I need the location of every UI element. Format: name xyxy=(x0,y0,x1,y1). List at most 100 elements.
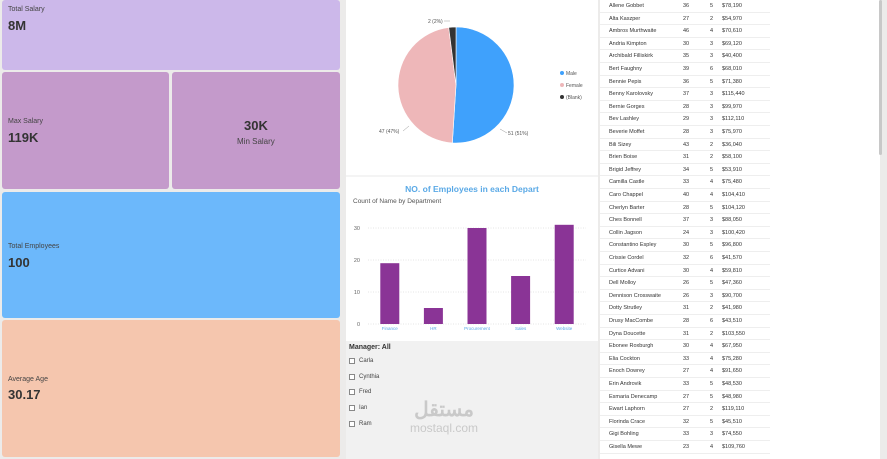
table-row[interactable]: Esmaria Denecamp 27 5 $48,980 xyxy=(600,391,770,404)
table-row[interactable]: Ambros Murthwaite 46 4 $70,610 xyxy=(600,25,770,38)
cell-salary: $54,970 xyxy=(722,15,742,22)
table-row[interactable]: Drusy MacCombe 28 6 $43,510 xyxy=(600,315,770,328)
table-row[interactable]: Constantino Espley 30 5 $96,800 xyxy=(600,239,770,252)
cell-salary: $41,570 xyxy=(722,255,742,261)
table-row[interactable]: Archibald Filliskirk 35 3 $40,400 xyxy=(600,50,770,63)
cell-rating: 6 xyxy=(710,255,714,261)
checkbox-icon[interactable] xyxy=(349,421,355,427)
min-salary-card[interactable]: 30K Min Salary xyxy=(172,72,340,189)
table-row[interactable]: Dennison Crosswaite 26 3 $90,700 xyxy=(600,290,770,303)
table-row[interactable]: Bili Sizey 43 2 $36,040 xyxy=(600,139,770,152)
slicer-item-carla[interactable]: Carla xyxy=(349,355,373,367)
slicer-item-cynthia[interactable]: Cynthia xyxy=(349,371,379,383)
checkbox-icon[interactable] xyxy=(349,358,355,364)
cell-salary: $100,420 xyxy=(722,229,745,236)
table-row[interactable]: Allene Gobbet 36 5 $78,190 xyxy=(600,0,770,13)
table-row[interactable]: Bernie Gorges 28 3 $99,970 xyxy=(600,101,770,114)
cell-rating: 3 xyxy=(710,91,714,98)
cell-rating: 4 xyxy=(710,444,714,450)
table-row[interactable]: Brien Boise 31 2 $58,100 xyxy=(600,151,770,164)
department-bar-panel[interactable]: NO. of Employees in each Depart Count of… xyxy=(346,177,598,341)
total-employees-value: 100 xyxy=(8,255,30,270)
bar-website[interactable] xyxy=(554,224,574,324)
department-bar-chart[interactable]: NO. of Employees in each Depart Count of… xyxy=(346,177,598,341)
table-row[interactable]: Elia Cockton 33 4 $75,280 xyxy=(600,353,770,366)
cell-salary: $88,050 xyxy=(722,217,742,224)
cell-salary: $119,110 xyxy=(722,406,745,413)
table-row[interactable]: Bennie Pepis 36 5 $71,380 xyxy=(600,76,770,89)
slicer-title: Manager: All xyxy=(349,344,391,351)
pie-slice-blank[interactable] xyxy=(448,26,457,86)
slicer-item-label: Carla xyxy=(359,358,374,364)
table-scrollbar[interactable] xyxy=(879,0,882,155)
table-row[interactable]: Cherlyn Barter 28 5 $104,120 xyxy=(600,202,770,215)
cell-salary: $115,440 xyxy=(722,91,745,98)
table-row[interactable]: Caro Chappel 40 4 $104,410 xyxy=(600,189,770,202)
legend-male-swatch xyxy=(560,71,564,75)
pie-slice-male[interactable] xyxy=(452,26,515,144)
checkbox-icon[interactable] xyxy=(349,374,355,380)
cell-name: Drusy MacCombe xyxy=(609,318,654,324)
table-row[interactable]: Crissie Cordel 32 6 $41,570 xyxy=(600,252,770,265)
manager-slicer[interactable]: Manager: All Carla Cynthia Fred Ian Ram xyxy=(346,341,598,459)
cell-rating: 3 xyxy=(710,217,714,224)
watermark-arabic: مستقل xyxy=(414,399,474,421)
table-row[interactable]: Bev Lashley 29 3 $112,110 xyxy=(600,113,770,126)
table-row[interactable]: Ches Bonnell 37 3 $88,050 xyxy=(600,214,770,227)
table-row[interactable]: Benny Karolovsky 37 3 $115,440 xyxy=(600,88,770,101)
cell-salary: $99,970 xyxy=(722,103,742,110)
cell-age: 35 xyxy=(683,53,690,60)
table-row[interactable]: Alta Kaszper 27 2 $54,970 xyxy=(600,13,770,26)
cell-age: 33 xyxy=(683,431,690,438)
legend-female-label: Female xyxy=(566,83,583,89)
table-row[interactable]: Gigi Bohling 33 3 $74,550 xyxy=(600,428,770,441)
cell-age: 40 xyxy=(683,192,690,198)
pie-slice-female[interactable] xyxy=(397,27,457,144)
bar-procurement[interactable] xyxy=(467,228,487,324)
bar-hr[interactable] xyxy=(423,308,443,324)
table-row[interactable]: Brigid Jeffrey 34 5 $53,910 xyxy=(600,164,770,177)
total-salary-card[interactable]: Total Salary 8M xyxy=(2,0,340,70)
slicer-item-ian[interactable]: Ian xyxy=(349,402,367,414)
table-row[interactable]: Florinda Crace 32 5 $45,510 xyxy=(600,416,770,429)
slicer-item-fred[interactable]: Fred xyxy=(349,386,371,398)
cell-salary: $104,410 xyxy=(722,192,745,198)
bar-sales[interactable] xyxy=(511,276,531,324)
total-employees-card[interactable]: Total Employees 100 xyxy=(2,192,340,318)
table-row[interactable]: Andria Kimpton 30 3 $69,120 xyxy=(600,38,770,51)
cell-name: Erin Androvik xyxy=(609,381,642,387)
table-row[interactable]: Camilla Castle 33 4 $75,480 xyxy=(600,176,770,189)
table-row[interactable]: Erin Androvik 33 5 $48,530 xyxy=(600,378,770,391)
cell-rating: 4 xyxy=(710,192,714,198)
table-row[interactable]: Enoch Dowrey 27 4 $91,650 xyxy=(600,365,770,378)
table-row[interactable]: Collin Jagson 24 3 $100,420 xyxy=(600,227,770,240)
table-row[interactable]: Gisella Mewe 23 4 $109,760 xyxy=(600,441,770,454)
slicer-item-ram[interactable]: Ram xyxy=(349,418,372,430)
cell-age: 39 xyxy=(683,66,690,72)
table-row[interactable]: Dotty Strutley 31 2 $41,980 xyxy=(600,302,770,315)
checkbox-icon[interactable] xyxy=(349,389,355,395)
x-tick-label: Finance xyxy=(382,326,399,331)
table-row[interactable]: Bert Faughny 39 6 $68,010 xyxy=(600,63,770,76)
table-row[interactable]: Curtice Advani 30 4 $59,810 xyxy=(600,265,770,278)
table-row[interactable]: Ewart Laphorn 27 2 $119,110 xyxy=(600,403,770,416)
cell-age: 23 xyxy=(683,444,690,450)
average-age-card[interactable]: Average Age 30.17 xyxy=(2,320,340,457)
cell-age: 34 xyxy=(683,166,690,173)
table-row[interactable]: Dell Molloy 26 5 $47,360 xyxy=(600,277,770,290)
table-row[interactable]: Ebonee Roxburgh 30 4 $67,950 xyxy=(600,340,770,353)
cell-salary: $47,360 xyxy=(722,280,742,287)
bar-finance[interactable] xyxy=(380,263,400,324)
employee-table[interactable]: Allene Gobbet 36 5 $78,190 Alta Kaszper 27 2 $5… xyxy=(600,0,880,459)
table-row[interactable]: Dyna Doucette 31 2 $103,550 xyxy=(600,328,770,341)
bar-chart-title: NO. of Employees in each Depart xyxy=(405,184,539,194)
cell-rating: 5 xyxy=(710,3,714,9)
gender-pie-panel[interactable]: 2 (2%) 47 (47%) 51 (51%) Male Female (Bl… xyxy=(346,0,598,175)
cell-age: 37 xyxy=(683,91,690,98)
max-salary-card[interactable]: Max Salary 119K xyxy=(2,72,169,189)
cell-rating: 4 xyxy=(710,368,714,375)
total-employees-label: Total Employees xyxy=(8,243,60,250)
gender-pie-chart[interactable]: 2 (2%) 47 (47%) 51 (51%) Male Female (Bl… xyxy=(346,0,598,175)
checkbox-icon[interactable] xyxy=(349,405,355,411)
table-row[interactable]: Beverie Moffet 28 3 $75,970 xyxy=(600,126,770,139)
